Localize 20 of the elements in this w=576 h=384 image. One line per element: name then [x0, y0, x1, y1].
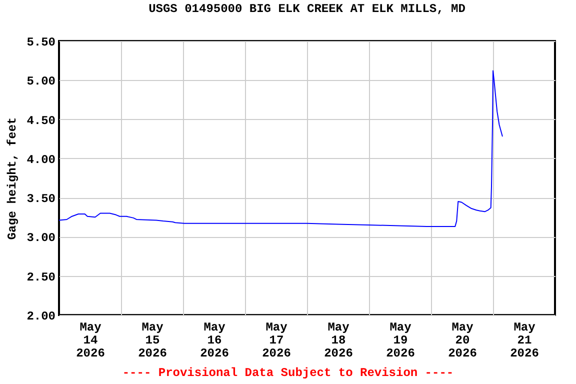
y-tick-label: 4.50 — [26, 114, 56, 128]
x-tick-label: May 16 2026 — [200, 320, 229, 360]
y-tick-label: 2.00 — [26, 310, 56, 324]
x-tick-label: May 19 2026 — [386, 320, 415, 360]
x-tick-label: May 21 2026 — [510, 320, 539, 360]
x-tick-label: May 15 2026 — [138, 320, 167, 360]
y-tick-label: 3.00 — [26, 231, 56, 246]
x-tick-label: May 14 2026 — [76, 320, 105, 360]
line-series — [58, 70, 503, 228]
y-axis-title: Gage height, feet — [6, 117, 20, 240]
chart-title: USGS 01495000 BIG ELK CREEK AT ELK MILLS, MD — [148, 2, 466, 16]
y-tick-label: 5.00 — [26, 74, 56, 89]
text: ---- Provisional Data Subject to Revision ---- — [121, 366, 455, 380]
x-tick-label: May 17 2026 — [262, 320, 291, 360]
x-tick-label: May 18 2026 — [324, 320, 353, 360]
y-tick-label: 3.50 — [26, 192, 56, 206]
y-tick-label: 4.00 — [26, 152, 56, 167]
y-tick-label: 5.50 — [26, 36, 56, 50]
x-tick-label: May 20 2026 — [448, 320, 477, 360]
y-tick-label: 2.50 — [26, 270, 56, 284]
